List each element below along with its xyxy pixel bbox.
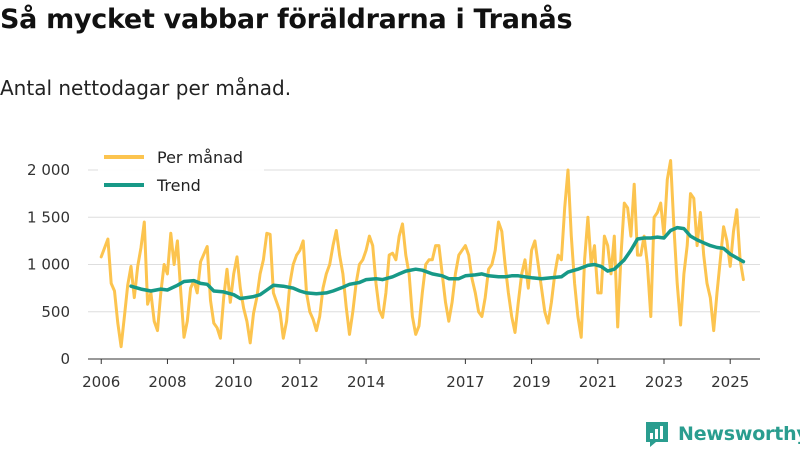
legend: Per månad Trend (98, 144, 264, 202)
series-layer (99, 159, 746, 349)
y-tick-label: 2 000 (27, 161, 70, 179)
legend-background (98, 144, 264, 202)
trend-series-line (129, 225, 746, 301)
x-tick-label: 2017 (446, 373, 484, 391)
legend-label: Trend (156, 176, 201, 195)
x-tick-label: 2010 (215, 373, 253, 391)
x-tick-label: 2023 (645, 373, 683, 391)
y-tick-label: 1 500 (27, 208, 70, 226)
newsworthy-logo-icon (646, 422, 668, 447)
x-tick-label: 2006 (82, 373, 120, 391)
brand-name: Newsworthy (678, 423, 800, 445)
x-tick-label: 2012 (281, 373, 319, 391)
chart-subtitle: Antal nettodagar per månad. (0, 76, 292, 100)
legend-label: Per månad (157, 148, 243, 167)
x-tick-label: 2014 (347, 373, 385, 391)
x-tick-label: 2021 (579, 373, 617, 391)
newsworthy-brand: Newsworthy (644, 419, 800, 449)
y-tick-label: 1 000 (27, 256, 70, 274)
x-tick-label: 2025 (711, 373, 749, 391)
y-tick-label: 500 (41, 303, 70, 321)
y-axis-tick-labels: 0 500 1 000 1 500 2 000 (27, 161, 70, 368)
x-axis: 2006 2008 2010 2012 2014 2017 2019 2021 2023 2025 (82, 358, 760, 391)
chart-title: Så mycket vabbar föräldrarna i Tranås (0, 4, 573, 35)
monthly-series-line (99, 159, 745, 349)
x-tick-label: 2008 (148, 373, 186, 391)
x-tick-label: 2019 (512, 373, 550, 391)
y-tick-label: 0 (60, 350, 70, 368)
